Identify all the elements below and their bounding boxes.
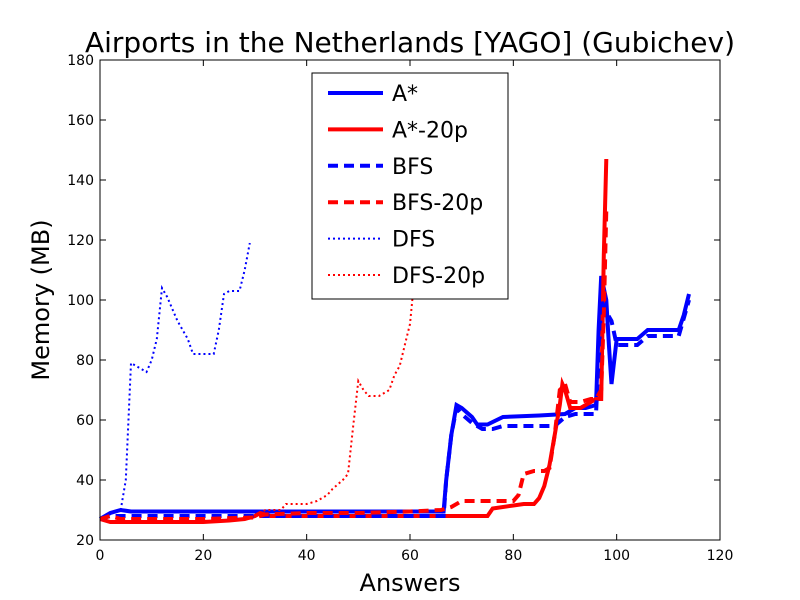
- y-tick-label-5: 120: [67, 233, 94, 249]
- legend: A* A*-20p BFS BFS-20p DFS DFS-20p: [311, 72, 509, 300]
- x-tick-label-2: 40: [298, 548, 316, 564]
- x-tick-label-6: 120: [707, 548, 734, 564]
- legend-label-5: DFS-20p: [392, 264, 485, 289]
- x-tick-label-3: 60: [401, 548, 419, 564]
- y-tick-label-8: 180: [67, 53, 94, 69]
- x-axis-title: Answers: [360, 569, 461, 597]
- x-tick-label-5: 100: [603, 548, 630, 564]
- legend-box: [311, 72, 509, 300]
- series-line-4: [119, 242, 251, 511]
- x-tick-label-1: 20: [194, 548, 212, 564]
- legend-label-2: BFS: [392, 155, 433, 180]
- y-tick-label-0: 20: [76, 533, 94, 549]
- y-tick-label-4: 100: [67, 293, 94, 309]
- y-axis-title: Memory (MB): [27, 219, 55, 380]
- x-tick-label-0: 0: [96, 548, 105, 564]
- legend-label-1: A*-20p: [392, 118, 468, 143]
- legend-label-0: A*: [392, 82, 418, 107]
- series-line-0: [98, 275, 691, 521]
- series-line-2: [99, 299, 691, 521]
- y-tick-label-3: 80: [76, 353, 94, 369]
- plot-frame: [99, 59, 721, 541]
- y-tick-label-2: 60: [76, 413, 94, 429]
- series-layer: [98, 158, 691, 524]
- x-tick-label-4: 80: [504, 548, 522, 564]
- y-tick-label-6: 140: [67, 173, 94, 189]
- chart-title: Airports in the Netherlands [YAGO] (Gubi…: [85, 26, 735, 59]
- y-tick-label-1: 40: [76, 473, 94, 489]
- legend-label-4: DFS: [392, 228, 435, 253]
- series-line-5: [254, 269, 417, 517]
- legend-label-3: BFS-20p: [392, 191, 483, 216]
- y-tick-label-7: 160: [67, 113, 94, 129]
